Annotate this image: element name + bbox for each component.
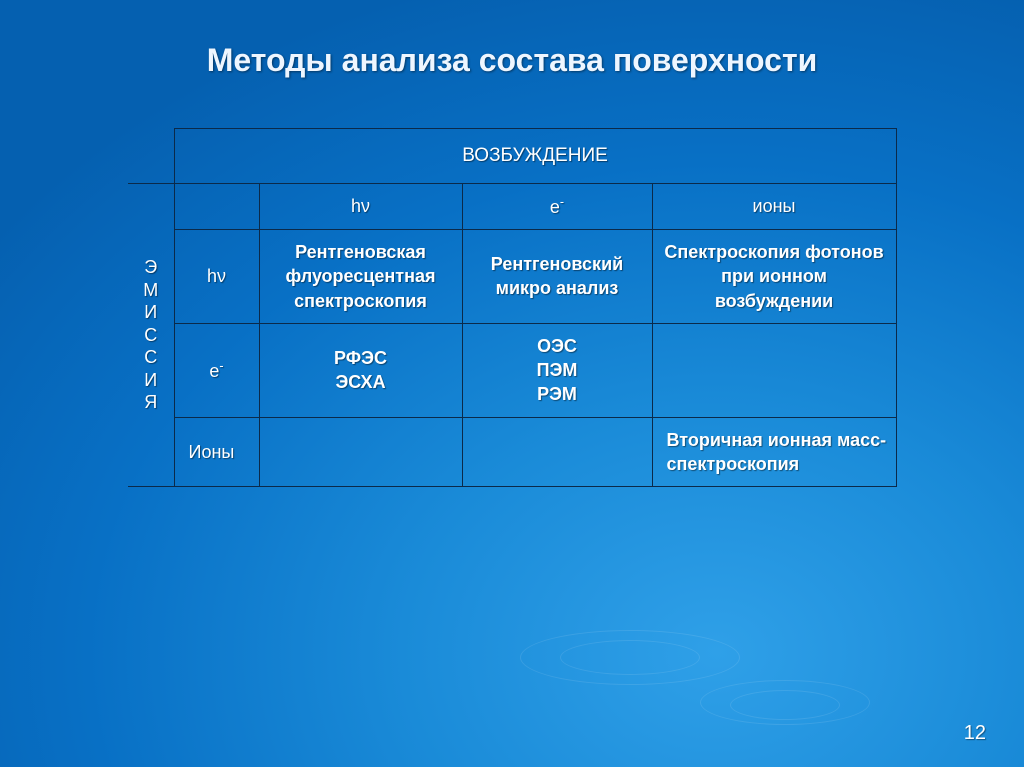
cell-hv-ions: Спектроскопия фотонов при ионном возбужд… [652,229,896,323]
methods-table: ВОЗБУЖДЕНИЕ ЭМИССИЯ hν e- ионы hν Рентге… [128,128,896,487]
cell-e-e: ОЭС ПЭМ РЭМ [462,323,652,417]
cell-e-hv-l1: РФЭС [334,348,387,368]
emission-side-label: ЭМИССИЯ [128,183,174,487]
col-header-e: e- [462,183,652,229]
cell-hv-e: Рентгеновский микро анализ [462,229,652,323]
page-number: 12 [964,722,986,745]
col-header-ions: ионы [652,183,896,229]
ripple-decoration [730,690,840,720]
cell-e-hv-l2: ЭСХА [335,372,385,392]
ripple-decoration [560,640,700,675]
cell-e-hv: РФЭС ЭСХА [259,323,462,417]
cell-e-e-l2: ПЭМ [537,360,578,380]
ripple-decoration [700,680,870,725]
row-header-ions: Ионы [174,417,259,487]
cell-e-e-l3: РЭМ [537,384,577,404]
excitation-header: ВОЗБУЖДЕНИЕ [174,129,896,184]
cell-ions-hv-empty [259,417,462,487]
row-header-hv: hν [174,229,259,323]
subheader-blank [174,183,259,229]
cell-ions-e-empty [462,417,652,487]
ripple-decoration [520,630,740,685]
cell-hv-hv: Рентгеновская флуоресцентная спектроскоп… [259,229,462,323]
cell-e-ions-empty [652,323,896,417]
row-header-e: e- [174,323,259,417]
cell-e-e-l1: ОЭС [537,336,577,356]
cell-ions-ions: Вторичная ионная масс-спектроскопия [652,417,896,487]
col-header-hv: hν [259,183,462,229]
slide-title: Методы анализа состава поверхности [0,0,1024,79]
corner-empty [128,129,174,184]
